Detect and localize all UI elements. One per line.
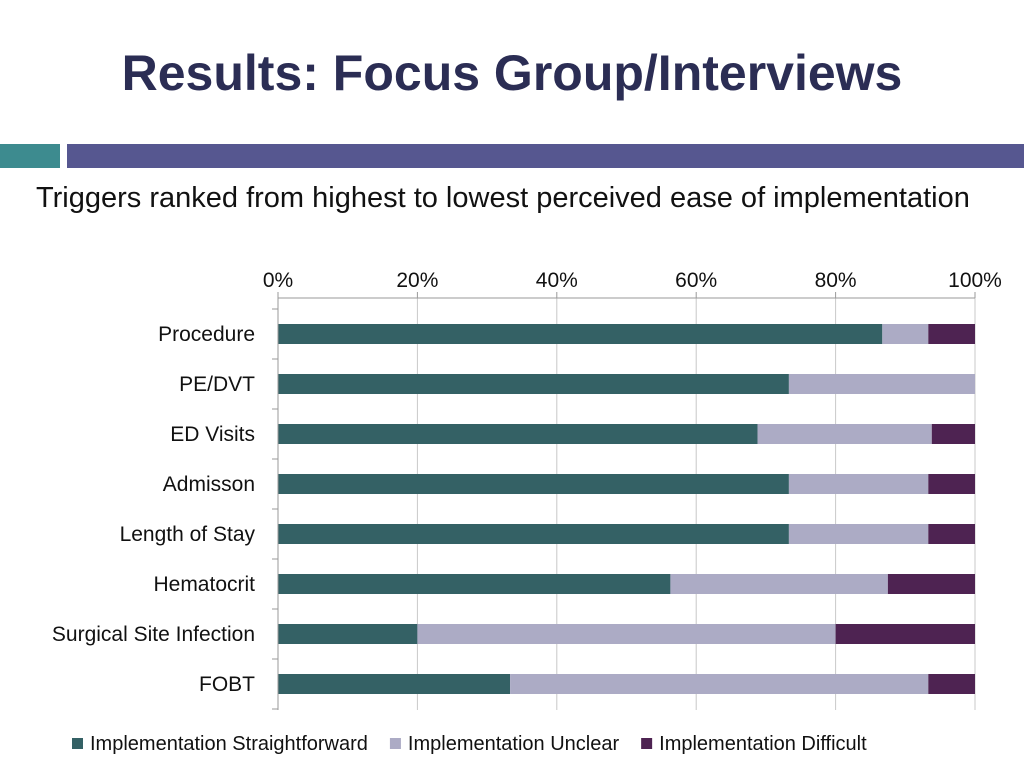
accent-bar-purple <box>67 144 1024 168</box>
bar-segment <box>278 574 671 594</box>
legend-label: Implementation Difficult <box>659 733 867 755</box>
category-label: PE/DVT <box>179 373 255 396</box>
slide-subtitle: Triggers ranked from highest to lowest p… <box>36 182 970 214</box>
category-label: Length of Stay <box>120 523 256 546</box>
bar-segment <box>887 574 975 594</box>
bar-segment <box>278 624 418 644</box>
bar-segment <box>278 674 511 694</box>
bar-segment <box>835 624 975 644</box>
bar-segment <box>928 674 975 694</box>
category-label: Hematocrit <box>153 573 255 596</box>
legend-swatch <box>389 738 401 749</box>
bar-segment <box>882 324 929 344</box>
bar-segment <box>278 474 789 494</box>
bar-segment <box>417 624 836 644</box>
bar-segment <box>278 324 883 344</box>
gridlines <box>277 292 976 710</box>
bar-segment <box>278 424 758 444</box>
bar-segment <box>278 374 789 394</box>
bar-segment <box>788 474 929 494</box>
x-tick-label: 0% <box>263 269 293 292</box>
category-label: Surgical Site Infection <box>52 623 255 646</box>
accent-bar-teal <box>0 144 60 168</box>
category-label: ED Visits <box>170 423 255 446</box>
axes <box>272 297 975 710</box>
legend-swatch <box>641 738 653 749</box>
category-label: Admisson <box>163 473 255 496</box>
bar-segment <box>928 524 975 544</box>
x-tick-label: 100% <box>948 269 1002 292</box>
bar-segment <box>510 674 929 694</box>
category-labels: Procedure PE/DVT ED Visits Admisson Length o… <box>52 323 256 696</box>
bar-segment <box>788 524 929 544</box>
bar-segment <box>278 524 789 544</box>
legend-label: Implementation Unclear <box>408 733 620 755</box>
x-tick-label: 60% <box>675 269 717 292</box>
bars <box>278 324 975 694</box>
bar-segment <box>788 374 975 394</box>
x-tick-label: 80% <box>815 269 857 292</box>
legend: Implementation Straightforward Implementa… <box>72 733 867 755</box>
tick-labels: 0% 20% 40% 60% 80% 100% <box>263 269 1002 292</box>
legend-swatch <box>72 738 83 749</box>
category-label: FOBT <box>199 673 255 696</box>
bar-segment <box>928 324 975 344</box>
category-label: Procedure <box>158 323 255 346</box>
bar-segment <box>931 424 975 444</box>
legend-label: Implementation Straightforward <box>90 733 368 755</box>
bar-segment <box>670 574 888 594</box>
bar-segment <box>757 424 932 444</box>
x-tick-label: 40% <box>536 269 578 292</box>
slide-title: Results: Focus Group/Interviews <box>121 45 903 101</box>
bar-segment <box>928 474 975 494</box>
x-tick-label: 20% <box>396 269 438 292</box>
